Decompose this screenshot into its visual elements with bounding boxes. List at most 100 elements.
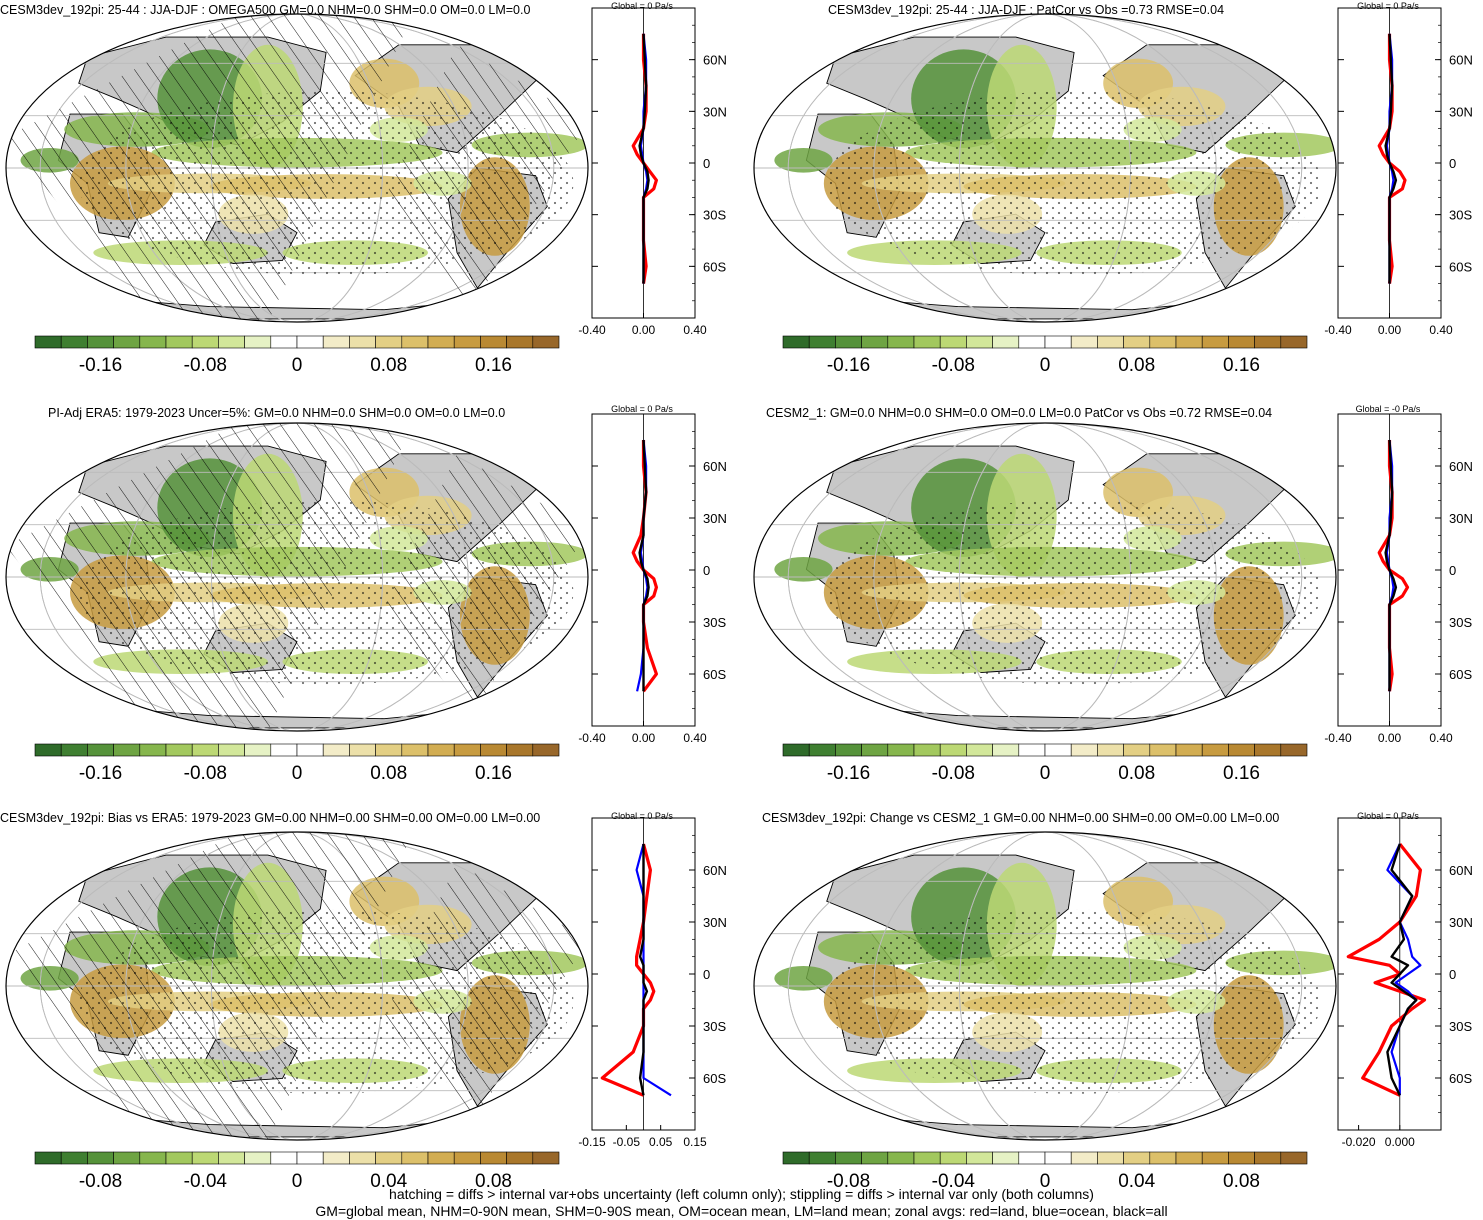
panel-title-4: CESM2_1: GM=0.0 NHM=0.0 SHM=0.0 OM=0.0 L…: [766, 406, 1273, 420]
colorbar-1: -0.16 -0.08 0 0.08 0.16: [34, 335, 560, 376]
colorbar-bin: [296, 1151, 324, 1165]
zonal-plot-5: 60N 30N 0 30S 60S -0.15 -0.05 0.05 0.15: [578, 817, 727, 1149]
colorbar-tick-label: -0.08: [827, 1171, 870, 1192]
map-border: [753, 831, 1337, 1141]
zonal-series-all: [1384, 439, 1398, 692]
colorbar-bin: [861, 743, 889, 757]
colorbar-bin: [349, 1151, 376, 1165]
zonal-series-all: [638, 844, 649, 1096]
colorbar-bin: [887, 335, 915, 349]
map-border: [5, 13, 589, 323]
anomaly-region: [774, 965, 833, 991]
zonal-x-label: 0.05: [649, 1135, 673, 1149]
zonal-x-label: -0.40: [1324, 731, 1352, 745]
colorbar-tick-label: 0.08: [370, 355, 407, 376]
colorbar-bin: [453, 335, 481, 349]
zonal-x-label: -0.40: [578, 323, 606, 337]
zonal-plot-6: 60N 30N 0 30S 60S -0.020 0.000: [1337, 817, 1473, 1149]
footer-line-1: hatching = diffs > internal var+obs unce…: [389, 1186, 1094, 1202]
colorbar-tick-label: 0.04: [1118, 1171, 1155, 1192]
colorbar-tick-label: -0.16: [827, 763, 870, 784]
zonal-x-label: -0.40: [1324, 323, 1352, 337]
colorbar-bin: [1044, 743, 1072, 757]
zonal-title-6: Global = 0 Pa/s: [1357, 811, 1419, 821]
colorbar-bin: [1097, 1151, 1124, 1165]
lat-label: 30S: [1449, 208, 1472, 223]
colorbar-bin: [1123, 1151, 1151, 1165]
colorbar-tick-label: -0.16: [79, 763, 122, 784]
lat-label: 30N: [1449, 511, 1473, 526]
colorbar-bin: [913, 335, 941, 349]
colorbar-bin: [349, 743, 376, 757]
lat-label: 60S: [1449, 1071, 1472, 1086]
colorbar-bin: [835, 1151, 862, 1165]
colorbar-bin: [1123, 335, 1151, 349]
colorbar-tick-label: 0: [292, 763, 303, 784]
map-border: [5, 831, 589, 1141]
colorbar-tick-label: 0.08: [1223, 1171, 1260, 1192]
colorbar-tick-label: 0.08: [370, 763, 407, 784]
zonal-x-label: 0.40: [1429, 731, 1453, 745]
map-panel-1: [5, 13, 589, 323]
lat-label: 0: [703, 967, 710, 982]
land-mass: [543, 31, 583, 69]
colorbar-bin: [887, 743, 915, 757]
map-panel-2: [753, 13, 1337, 323]
zonal-x-label: 0.000: [1385, 1135, 1415, 1149]
stippling: [826, 500, 1322, 685]
colorbar-bin: [808, 743, 836, 757]
hatching-west: [6, 423, 414, 731]
map-panel-4: [753, 422, 1337, 732]
colorbar-bin: [939, 1151, 967, 1165]
colorbar-tick-label: 0.08: [1118, 763, 1155, 784]
zonal-series-land: [1377, 440, 1410, 692]
stippling: [826, 90, 1322, 276]
colorbar-tick-label: -0.08: [932, 355, 975, 376]
panel-title-6: CESM3dev_192pi: Change vs CESM2_1 GM=0.0…: [762, 811, 1280, 825]
colorbar-bin: [1044, 1151, 1072, 1165]
colorbar-bin: [1254, 743, 1282, 757]
colorbar-bin: [87, 743, 114, 757]
colorbar-bin: [165, 335, 193, 349]
colorbar-bin: [1123, 743, 1151, 757]
colorbar-bin: [113, 743, 141, 757]
colorbar-bin: [1254, 1151, 1282, 1165]
colorbar-bin: [87, 1151, 114, 1165]
colorbar-bin: [506, 1151, 534, 1165]
colorbar-tick-label: -0.04: [932, 1171, 976, 1192]
colorbar-bin: [427, 335, 455, 349]
zonal-title-2: Global = 0 Pa/s: [1357, 1, 1419, 11]
colorbar-tick-label: -0.08: [932, 763, 975, 784]
colorbar-bin: [808, 1151, 836, 1165]
panel-title-1: CESM3dev_192pi: 25-44 : JJA-DJF : OMEGA5…: [0, 3, 531, 17]
lat-label: 0: [1449, 156, 1456, 171]
land-mass: [1291, 440, 1331, 478]
lat-label: 60N: [1449, 53, 1473, 68]
lat-label: 0: [1449, 563, 1456, 578]
colorbar-2: -0.16 -0.08 0 0.08 0.16: [782, 335, 1308, 376]
colorbar-bin: [1070, 335, 1098, 349]
zonal-series-land: [1346, 843, 1427, 1097]
hatching-east: [384, 862, 588, 1125]
colorbar-tick-label: -0.08: [184, 763, 227, 784]
zonal-x-label: -0.020: [1342, 1135, 1376, 1149]
zonal-x-label: 0.40: [1429, 323, 1453, 337]
lat-label: 30N: [703, 915, 727, 930]
colorbar-bin: [244, 1151, 272, 1165]
colorbar-bin: [34, 743, 62, 757]
colorbar-bin: [1201, 1151, 1229, 1165]
colorbar-bin: [375, 743, 403, 757]
colorbar-bin: [296, 335, 324, 349]
zonal-series-all: [1384, 33, 1398, 284]
colorbar-bin: [218, 335, 245, 349]
colorbar-bin: [966, 743, 993, 757]
colorbar-bin: [1149, 743, 1177, 757]
lat-label: 30S: [1449, 1019, 1472, 1034]
colorbar-3: -0.16 -0.08 0 0.08 0.16: [34, 743, 560, 784]
colorbar-tick-label: 0: [292, 1171, 303, 1192]
colorbar-bin: [939, 743, 967, 757]
colorbar-bin: [60, 335, 88, 349]
lat-label: 60N: [1449, 459, 1473, 474]
lat-label: 30N: [1449, 915, 1473, 930]
lat-label: 60N: [703, 863, 727, 878]
